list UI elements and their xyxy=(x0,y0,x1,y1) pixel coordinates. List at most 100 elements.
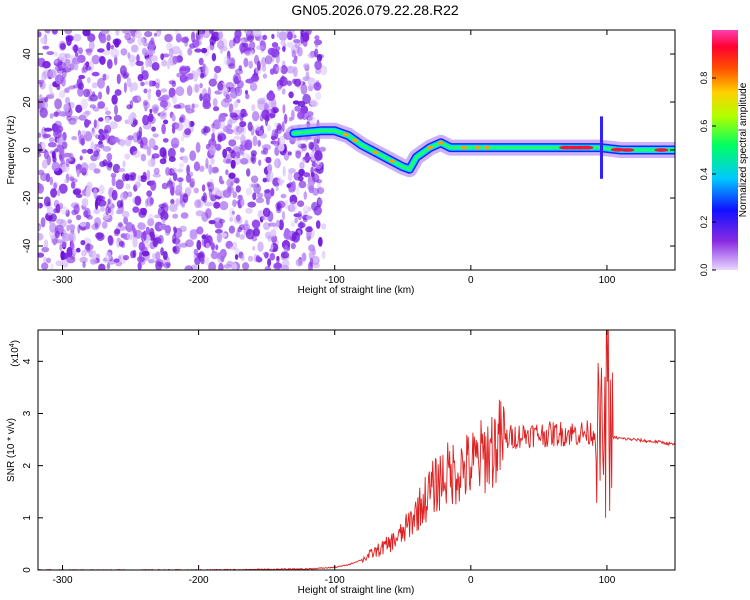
noise-blob xyxy=(257,139,262,147)
noise-blob xyxy=(144,80,149,85)
noise-blob xyxy=(196,239,202,251)
noise-blob xyxy=(82,30,91,37)
noise-blob xyxy=(186,187,192,196)
noise-blob xyxy=(43,257,48,263)
noise-blob xyxy=(186,104,193,115)
noise-blob xyxy=(63,103,70,112)
noise-blob xyxy=(108,236,114,246)
noise-blob xyxy=(244,46,252,52)
noise-blob xyxy=(38,183,44,194)
noise-blob xyxy=(208,220,216,225)
noise-blob xyxy=(175,184,183,193)
noise-blob xyxy=(97,101,106,109)
noise-blob xyxy=(308,261,313,270)
noise-blob xyxy=(175,198,180,207)
noise-blob xyxy=(278,219,284,231)
noise-blob xyxy=(40,37,47,44)
noise-blob xyxy=(305,226,313,233)
noise-blob xyxy=(152,173,161,178)
noise-blob xyxy=(188,120,195,127)
noise-blob xyxy=(42,60,51,69)
noise-blob xyxy=(92,106,100,112)
noise-blob xyxy=(247,121,253,132)
noise-blob xyxy=(81,198,89,207)
noise-blob xyxy=(249,49,255,56)
noise-blob xyxy=(175,33,182,43)
noise-blob xyxy=(160,225,170,231)
noise-blob xyxy=(235,185,241,193)
noise-blob xyxy=(99,161,106,168)
noise-blob xyxy=(218,31,224,40)
noise-blob xyxy=(223,97,233,103)
noise-blob xyxy=(293,39,301,44)
noise-blob xyxy=(97,48,105,53)
noise-blob xyxy=(300,83,308,95)
noise-blob xyxy=(283,245,289,253)
noise-blob xyxy=(57,61,66,71)
noise-blob xyxy=(59,243,63,251)
noise-blob xyxy=(49,222,57,233)
noise-blob xyxy=(131,82,139,91)
noise-blob xyxy=(295,258,304,267)
noise-blob xyxy=(184,38,189,47)
colorbar-tick-label: 0.2 xyxy=(699,216,709,229)
noise-blob xyxy=(208,261,216,270)
noise-blob xyxy=(116,200,123,208)
noise-blob xyxy=(65,87,70,93)
noise-blob xyxy=(233,100,239,108)
noise-blob xyxy=(319,146,326,152)
noise-blob xyxy=(238,65,243,72)
noise-blob xyxy=(232,241,237,251)
noise-blob xyxy=(211,32,215,37)
noise-blob xyxy=(264,55,273,65)
noise-blob xyxy=(119,65,127,76)
chart-title: GN05.2026.079.22.28.R22 xyxy=(291,2,459,18)
noise-blob xyxy=(93,150,100,157)
noise-blob xyxy=(110,173,117,178)
noise-blob xyxy=(107,161,113,168)
x-tick-label: -100 xyxy=(325,575,345,586)
noise-blob xyxy=(166,60,171,70)
noise-blob xyxy=(114,89,122,96)
x-tick-label: -300 xyxy=(52,275,72,286)
ridge-hotspot xyxy=(342,132,349,137)
noise-blob xyxy=(38,143,43,154)
noise-blob xyxy=(225,94,230,100)
noise-blob xyxy=(122,30,132,35)
noise-blob xyxy=(267,170,274,182)
noise-blob xyxy=(167,147,176,159)
noise-blob xyxy=(165,167,171,176)
noise-blob xyxy=(170,198,175,205)
noise-blob xyxy=(251,73,260,83)
noise-blob xyxy=(152,133,159,138)
noise-blob xyxy=(200,257,205,265)
noise-blob xyxy=(218,114,226,123)
noise-blob xyxy=(307,115,316,124)
noise-blob xyxy=(39,107,48,119)
noise-blob xyxy=(73,44,78,53)
ridge-hotspot xyxy=(579,145,594,150)
ridge-hotspot xyxy=(484,145,491,150)
noise-blob xyxy=(101,221,108,229)
noise-blob xyxy=(273,108,277,114)
noise-blob xyxy=(144,30,153,38)
x-tick-label: 0 xyxy=(468,575,474,586)
noise-blob xyxy=(308,250,314,261)
noise-blob xyxy=(235,151,241,159)
y-tick-label: 0 xyxy=(22,147,33,153)
noise-blob xyxy=(219,121,226,130)
noise-blob xyxy=(155,82,160,89)
noise-blob xyxy=(314,35,320,41)
noise-blob xyxy=(38,31,42,38)
ridge-hotspot xyxy=(437,141,444,145)
noise-blob xyxy=(137,95,141,102)
noise-blob xyxy=(175,243,182,251)
noise-blob xyxy=(314,60,322,70)
noise-blob xyxy=(317,236,323,247)
noise-blob xyxy=(275,185,279,192)
colorbar-tick-label: 0.8 xyxy=(699,72,709,85)
noise-blob xyxy=(51,30,58,35)
noise-blob xyxy=(41,246,50,253)
noise-blob xyxy=(287,204,296,212)
noise-blob xyxy=(162,150,167,161)
